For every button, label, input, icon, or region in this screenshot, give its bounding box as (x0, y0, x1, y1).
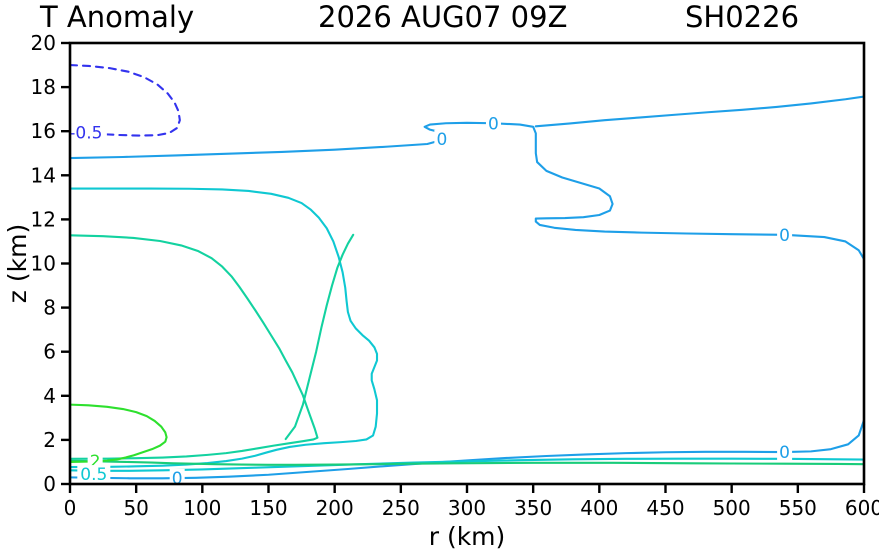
x-tick-label-4: 200 (316, 496, 354, 520)
contour-label-1: 0 (436, 130, 447, 150)
contour-line-3 (70, 419, 864, 480)
contour-line-9 (284, 233, 355, 441)
y-tick-label-5: 10 (31, 252, 56, 276)
y-tick-label-6: 12 (31, 207, 56, 231)
y-tick-label-4: 8 (43, 296, 56, 320)
y-tick-label-8: 16 (31, 119, 56, 143)
x-axis-title: r (km) (429, 522, 506, 551)
contour-line-8 (70, 403, 168, 463)
contour-label-4: 0 (779, 443, 790, 463)
y-tick-label-9: 18 (31, 75, 56, 99)
contour-line-5 (70, 457, 864, 472)
contour-label-halo-5 (169, 468, 185, 487)
contour-label-halo-1 (434, 129, 450, 148)
x-axis-group: 0 50 100 150 200 250 300 350 400 450 500 550 600 (64, 484, 879, 520)
figure-title-bar: T Anomaly 2026 AUG07 09Z SH0226 (0, 0, 879, 40)
y-tick-label-1: 2 (43, 428, 56, 452)
contour-labels-group: -0.5 0 0 0 0 0 20.5 (64, 114, 793, 489)
y-axis-title: z (km) (3, 224, 32, 303)
contour-label-6: 2 (90, 452, 101, 472)
contour-label-halo-3 (777, 225, 793, 244)
contour-line-0 (70, 64, 181, 137)
y-tick-label-0: 0 (43, 472, 56, 496)
contour-label-3: 0 (779, 226, 790, 246)
x-tick-label-10: 500 (713, 496, 751, 520)
x-tick-label-2: 100 (183, 496, 221, 520)
x-tick-label-0: 0 (64, 496, 77, 520)
x-tick-label-3: 150 (249, 496, 287, 520)
title-variable: T Anomaly (40, 0, 195, 34)
contour-line-4 (70, 187, 379, 469)
title-storm-id: SH0226 (685, 0, 800, 34)
x-tick-label-1: 50 (123, 496, 148, 520)
x-tick-label-9: 450 (646, 496, 684, 520)
x-tick-label-11: 550 (779, 496, 817, 520)
contour-label-halo-7 (77, 465, 111, 484)
contour-label-5: 0 (172, 469, 183, 489)
contour-line-7 (70, 459, 864, 466)
x-tick-label-12: 600 (845, 496, 879, 520)
contour-label-halo-0 (64, 123, 107, 142)
x-tick-label-7: 350 (514, 496, 552, 520)
x-tick-label-8: 400 (580, 496, 618, 520)
y-tick-label-2: 4 (43, 384, 56, 408)
contour-line-2 (534, 95, 864, 128)
y-tick-label-10: 20 (31, 31, 56, 55)
x-tick-label-6: 300 (448, 496, 486, 520)
contour-label-2: 0 (488, 114, 499, 134)
contour-label-halo-4 (777, 443, 793, 462)
contour-line-1 (70, 121, 864, 261)
y-axis-group: 0 2 4 6 8 10 12 14 16 18 20 (31, 31, 70, 496)
y-tick-label-3: 6 (43, 340, 56, 364)
x-tick-label-5: 250 (382, 496, 420, 520)
contour-line-6 (70, 234, 319, 460)
y-tick-label-7: 14 (31, 163, 56, 187)
contour-label-0: -0.5 (69, 123, 102, 143)
contour-label-halo-2 (485, 114, 501, 133)
title-datetime: 2026 AUG07 09Z (318, 0, 568, 34)
contour-lines-group (70, 64, 864, 480)
contour-label-7: 0.5 (80, 465, 107, 485)
